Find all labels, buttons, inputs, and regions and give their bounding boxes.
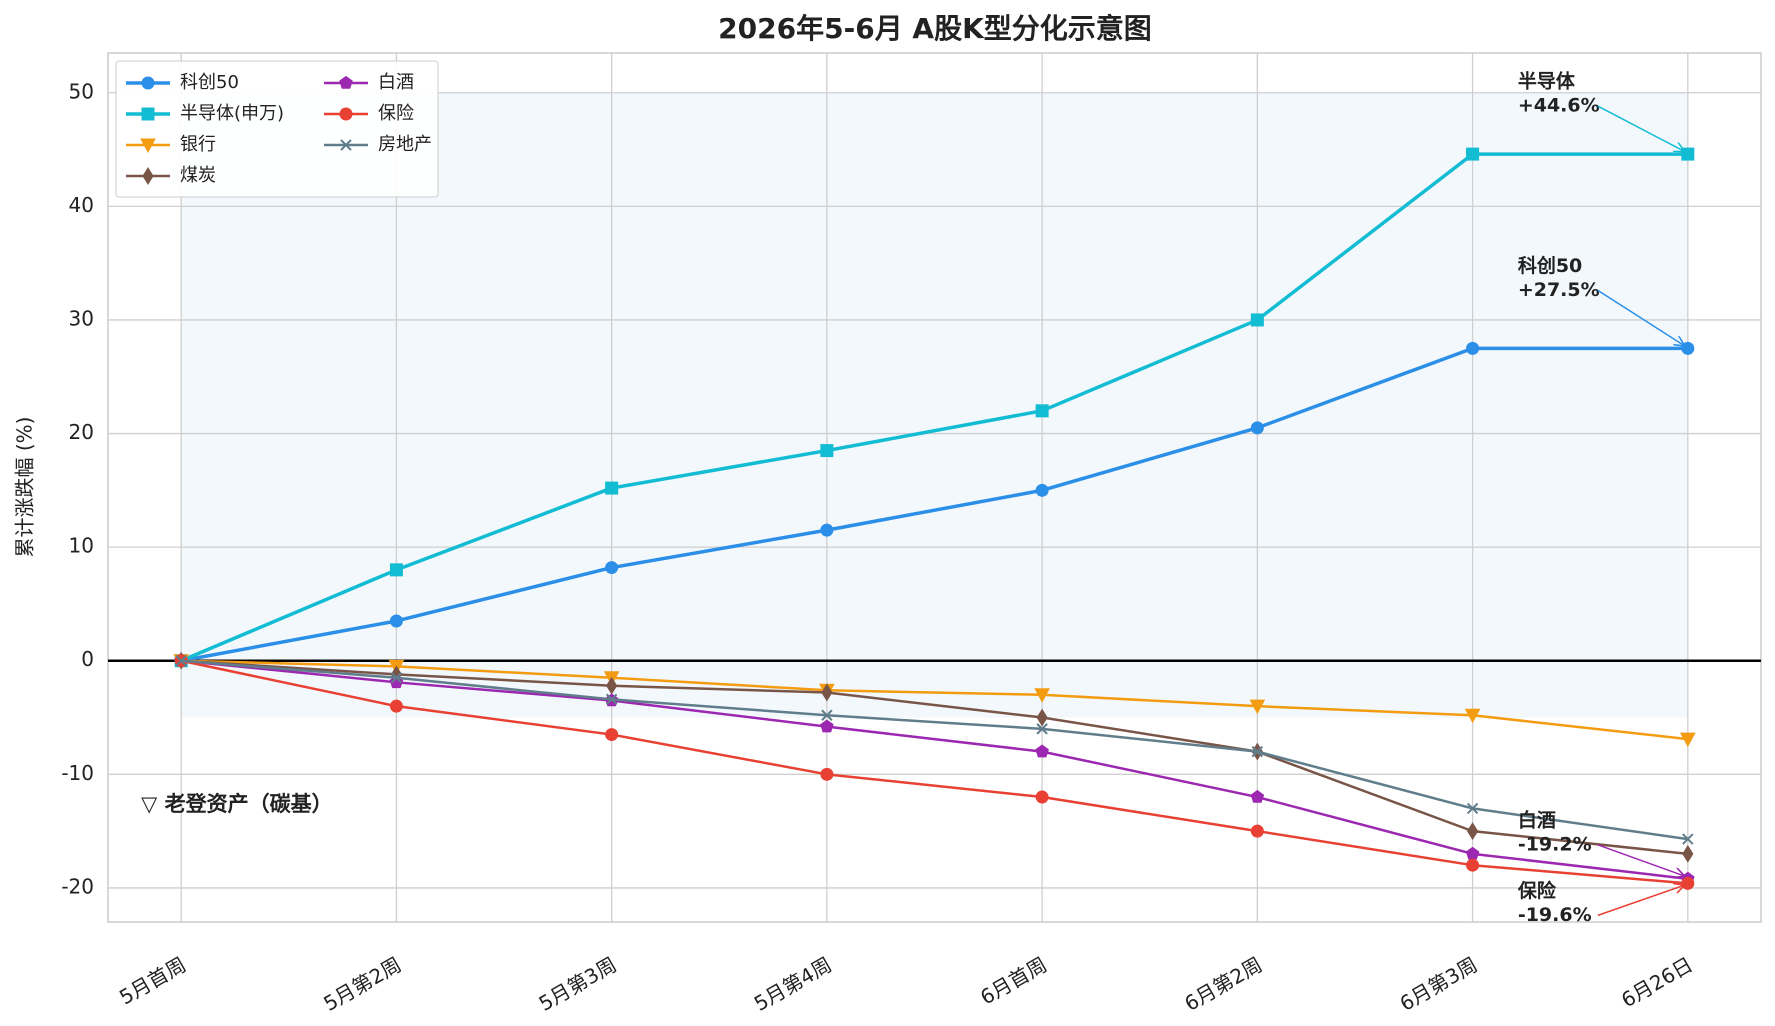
data-point [1681, 147, 1695, 161]
annotation-text: 半导体 [1518, 70, 1576, 93]
legend-label: 半导体(申万) [180, 103, 284, 124]
data-point [389, 699, 403, 713]
side-note: ▽ 老登资产（碳基） [141, 792, 332, 816]
data-point [1682, 833, 1694, 845]
data-point [821, 683, 833, 702]
data-point [1035, 483, 1049, 497]
y-tick-label: 20 [69, 420, 94, 444]
series-line [181, 659, 1688, 741]
annotation-text: -19.2% [1518, 833, 1592, 855]
data-point [1464, 708, 1481, 724]
annotation-text: 科创50 [1518, 254, 1582, 277]
x-tick-label: 5月首周 [115, 952, 190, 1009]
annotation-arrow [1597, 885, 1684, 917]
x-tick-label: 6月26日 [1617, 952, 1697, 1012]
annotation-text: 白酒 [1518, 808, 1556, 831]
legend-label: 银行 [180, 134, 216, 155]
legend-marker [142, 167, 154, 185]
data-point [1466, 341, 1480, 355]
legend-label: 房地产 [378, 134, 432, 155]
data-point [1466, 822, 1479, 841]
series-line [180, 346, 1688, 663]
x-tick-label: 5月第4周 [750, 952, 836, 1016]
x-tick-label: 6月首周 [976, 952, 1051, 1009]
legend-marker [141, 76, 155, 90]
data-point [820, 444, 834, 458]
y-tick-label: 0 [81, 647, 94, 671]
data-point [1466, 802, 1479, 815]
legend-marker [339, 75, 353, 89]
data-point [1679, 732, 1696, 748]
data-point [1035, 790, 1049, 804]
annotation-text: -19.6% [1518, 904, 1592, 926]
data-point [175, 655, 187, 667]
data-point [820, 719, 834, 733]
data-point [605, 693, 618, 706]
data-point [1466, 858, 1480, 872]
y-tick-label: 30 [69, 306, 94, 330]
annotation-text: +27.5% [1518, 279, 1600, 301]
legend-box [115, 60, 439, 198]
annotation-arrow [1597, 105, 1684, 151]
annotation-arrow [1597, 844, 1684, 876]
annotation-arrow [1597, 289, 1684, 345]
legend-label: 科创50 [180, 72, 239, 93]
y-tick-label: 40 [69, 193, 94, 217]
legend-label: 白酒 [378, 72, 414, 93]
data-point [1250, 313, 1264, 327]
legend-marker [339, 107, 353, 121]
x-tick-label: 6月第3周 [1396, 952, 1482, 1016]
data-point [821, 709, 833, 721]
y-tick-label: -20 [61, 874, 94, 898]
data-point [1250, 421, 1264, 435]
data-point [1250, 789, 1265, 803]
annotation-text: +44.6% [1518, 95, 1600, 117]
data-point [1681, 341, 1695, 355]
data-point [1682, 844, 1694, 863]
series-line [181, 659, 1688, 856]
data-point [389, 563, 403, 577]
x-tick-label: 5月第2周 [319, 952, 405, 1016]
data-point [1036, 723, 1048, 735]
chart-title: 2026年5-6月 A股K型分化示意图 [718, 12, 1152, 45]
x-tick-label: 5月第3周 [535, 952, 621, 1016]
legend-marker [340, 139, 352, 151]
data-point [1465, 846, 1480, 860]
data-point [1250, 824, 1264, 838]
legend-label: 煤炭 [180, 165, 216, 186]
data-point [605, 481, 619, 495]
series-line [180, 659, 1688, 885]
data-point [1035, 744, 1049, 758]
y-axis-label: 累计涨跌幅 (%) [13, 417, 37, 558]
x-tick-label: 6月第2周 [1180, 952, 1266, 1016]
data-point [390, 672, 403, 684]
data-point [605, 728, 619, 742]
data-point [1681, 876, 1695, 890]
y-tick-label: 50 [69, 79, 94, 103]
data-point [1035, 404, 1049, 418]
data-point [820, 523, 834, 537]
legend-marker [141, 107, 155, 121]
data-point [1249, 699, 1266, 715]
y-tick-label: 10 [69, 534, 94, 558]
legend-label: 保险 [378, 103, 414, 124]
data-point [1466, 147, 1480, 161]
data-point [820, 767, 834, 781]
data-point [1251, 745, 1264, 758]
annotation-text: 保险 [1517, 879, 1557, 902]
y-tick-label: -10 [61, 761, 94, 785]
legend-marker [140, 138, 156, 154]
data-point [1034, 688, 1050, 703]
series-line [181, 659, 1688, 881]
data-point [1036, 708, 1048, 727]
series-line [180, 152, 1688, 663]
data-point [605, 561, 619, 575]
data-point [389, 614, 403, 628]
plot-frame [107, 52, 1762, 923]
series-line [181, 659, 1688, 841]
